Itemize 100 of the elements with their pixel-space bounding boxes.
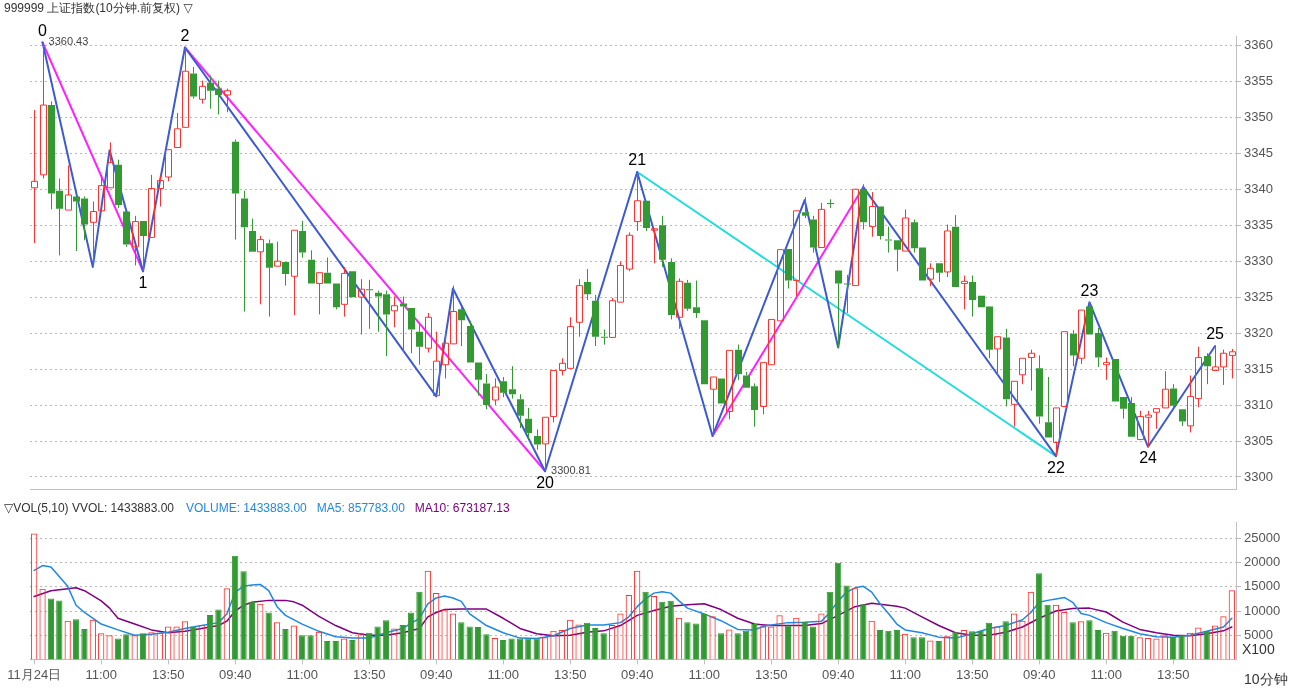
- bar: [56, 600, 63, 660]
- bar: [692, 623, 699, 660]
- bar: [1044, 604, 1051, 660]
- text: VOLUME: 1433883.00: [186, 501, 308, 516]
- candlestick: [534, 428, 541, 451]
- candlestick: [592, 294, 599, 347]
- candlestick: [735, 344, 742, 381]
- x-tick-label: 13:50: [151, 666, 185, 682]
- bar: [701, 613, 708, 660]
- candlestick: [299, 220, 306, 259]
- candlestick: [282, 261, 289, 287]
- x-tick-label: 13:50: [553, 666, 587, 682]
- candlestick: [115, 159, 122, 209]
- bar: [1094, 629, 1101, 660]
- candlestick: [182, 47, 189, 128]
- bar: [206, 614, 214, 660]
- y-tick-label: 3345: [1244, 144, 1273, 160]
- candlestick: [467, 320, 474, 363]
- y-tick-label: 25000: [1244, 530, 1281, 546]
- candlestick: [416, 323, 423, 366]
- candlestick: [366, 279, 373, 330]
- candlestick: [458, 305, 465, 347]
- bar: [508, 638, 515, 660]
- candlestick: [107, 141, 114, 189]
- y-tick-label: 3330: [1244, 252, 1273, 268]
- candlestick: [1028, 349, 1035, 392]
- candlestick: [1003, 328, 1010, 407]
- bar: [282, 628, 289, 660]
- candlestick: [601, 329, 608, 346]
- candlestick: [475, 362, 482, 397]
- bar: [332, 641, 339, 660]
- x-tick-label: 11:00: [1090, 666, 1122, 682]
- candlestick: [1095, 327, 1102, 368]
- x-tick-label: 13:50: [754, 666, 788, 682]
- bar: [751, 624, 758, 660]
- y-tick-label: 3360: [1244, 36, 1273, 52]
- candlestick: [1086, 301, 1093, 335]
- candlestick: [651, 228, 658, 264]
- candlestick: [358, 278, 365, 336]
- bar: [801, 621, 808, 660]
- candlestick: [349, 271, 356, 298]
- candlestick: [224, 88, 231, 113]
- bar: [483, 634, 490, 660]
- candlestick: [1045, 376, 1052, 438]
- bar: [1036, 573, 1043, 660]
- candlestick: [123, 211, 130, 248]
- candlestick: [509, 365, 516, 400]
- candlestick: [324, 257, 331, 284]
- candlestick: [584, 268, 591, 301]
- candlestick: [676, 277, 683, 330]
- candlestick: [1019, 357, 1026, 385]
- candlestick: [793, 210, 800, 297]
- candlestick: [1053, 407, 1060, 457]
- candlestick: [684, 279, 691, 312]
- x-tick-label: 09:40: [419, 666, 453, 682]
- candlestick: [199, 80, 206, 105]
- bar: [969, 631, 976, 660]
- bar: [977, 630, 984, 660]
- candlestick: [1153, 408, 1160, 430]
- chart-title: 999999 上证指数(10分钟.前复权) ▽: [4, 1, 194, 16]
- bar: [1119, 635, 1127, 660]
- x-axis-title: 10分钟: [1244, 670, 1288, 687]
- bar: [349, 640, 356, 660]
- annotation: 0: [38, 21, 48, 39]
- candlestick: [718, 378, 725, 404]
- candlestick: [701, 320, 708, 385]
- candlestick: [483, 373, 490, 410]
- candlestick: [517, 393, 524, 429]
- bar: [307, 635, 314, 660]
- bar: [458, 622, 465, 660]
- bar: [885, 630, 892, 660]
- candlestick: [1162, 370, 1169, 409]
- bar: [835, 562, 842, 660]
- bar: [910, 637, 917, 660]
- bar: [374, 626, 381, 660]
- text: MA10: 673187.13: [414, 501, 510, 516]
- bar: [592, 627, 599, 660]
- candlestick: [844, 274, 851, 314]
- bar: [407, 612, 415, 660]
- candlestick: [877, 206, 884, 241]
- bar: [684, 622, 691, 660]
- candlestick: [148, 174, 155, 238]
- candlestick: [65, 164, 72, 211]
- bar: [72, 619, 80, 660]
- bar: [893, 629, 900, 660]
- candlestick: [31, 109, 38, 244]
- bar: [215, 609, 222, 660]
- bar: [190, 626, 197, 660]
- candlestick: [241, 190, 248, 313]
- bar: [843, 585, 850, 660]
- candlestick: [668, 257, 675, 320]
- candlestick: [308, 249, 315, 284]
- bar: [876, 629, 884, 660]
- candlestick: [894, 240, 901, 272]
- candlestick: [1011, 380, 1018, 428]
- candlestick: [693, 280, 700, 319]
- candlestick: [961, 275, 968, 310]
- bar: [81, 628, 88, 660]
- annotation: 22: [1047, 458, 1065, 476]
- candlestick: [266, 239, 273, 318]
